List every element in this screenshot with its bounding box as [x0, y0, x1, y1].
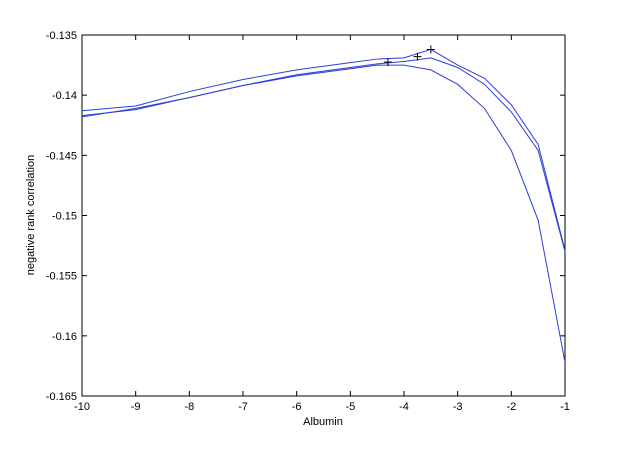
x-axis-label: Albumin [303, 416, 343, 428]
y-tick-label: -0.155 [46, 271, 77, 283]
x-tick-label: -3 [453, 401, 463, 413]
plus-marker [426, 45, 435, 54]
y-tick-label: -0.15 [52, 211, 77, 223]
y-tick-label: -0.135 [46, 30, 77, 42]
y-tick-label: -0.14 [52, 90, 77, 102]
x-tick-label: -2 [506, 401, 516, 413]
plus-marker [383, 58, 392, 67]
y-tick-label: -0.165 [46, 391, 77, 403]
x-tick-label: -7 [238, 401, 248, 413]
y-axis-label: negative rank correlation [25, 155, 37, 275]
line-series [81, 48, 566, 251]
y-tick-label: -0.16 [52, 331, 77, 343]
x-tick-label: -1 [560, 401, 570, 413]
x-tick-label: -6 [292, 401, 302, 413]
x-tick-label: -10 [74, 401, 90, 413]
x-tick-label: -5 [345, 401, 355, 413]
plus-marker [413, 52, 422, 61]
x-tick-label: -9 [131, 401, 141, 413]
x-tick-label: -8 [184, 401, 194, 413]
y-tick-label: -0.145 [46, 150, 77, 162]
line-series [81, 64, 566, 363]
x-tick-label: -4 [399, 401, 409, 413]
plot-frame [81, 34, 566, 397]
